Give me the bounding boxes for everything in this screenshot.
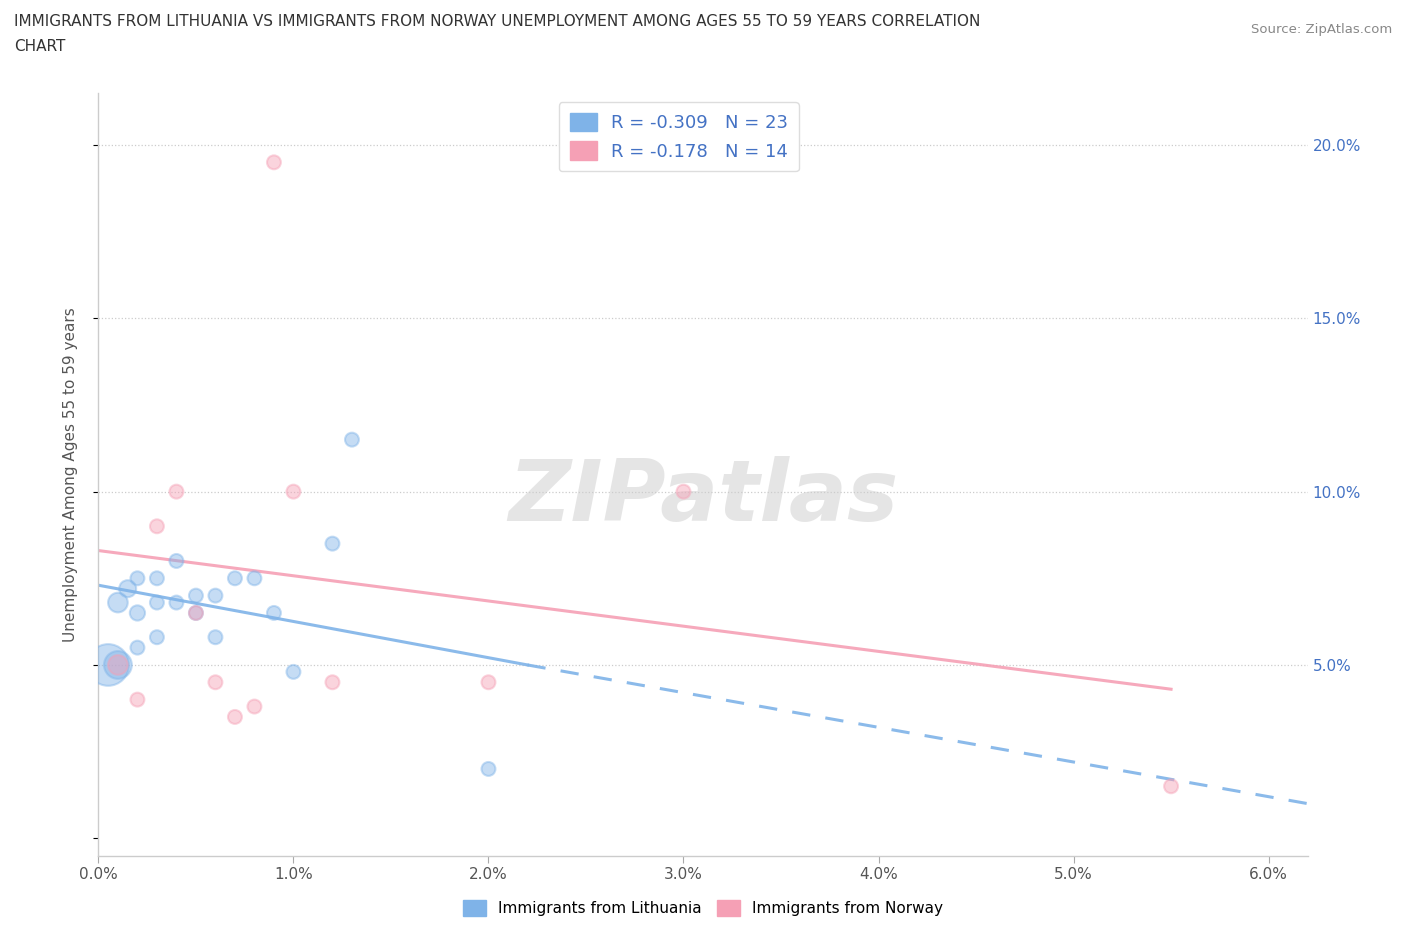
Point: [477, 675, 499, 690]
Point: [243, 699, 266, 714]
Point: [340, 432, 363, 447]
Point: [127, 692, 149, 707]
Point: [184, 588, 207, 603]
Point: [672, 485, 695, 499]
Point: [146, 571, 169, 586]
Text: Source: ZipAtlas.com: Source: ZipAtlas.com: [1251, 23, 1392, 36]
Point: [283, 485, 305, 499]
Text: IMMIGRANTS FROM LITHUANIA VS IMMIGRANTS FROM NORWAY UNEMPLOYMENT AMONG AGES 55 T: IMMIGRANTS FROM LITHUANIA VS IMMIGRANTS …: [14, 14, 980, 29]
Y-axis label: Unemployment Among Ages 55 to 59 years: Unemployment Among Ages 55 to 59 years: [63, 307, 77, 642]
Point: [127, 640, 149, 655]
Point: [146, 630, 169, 644]
Point: [204, 675, 226, 690]
Point: [127, 571, 149, 586]
Point: [224, 571, 246, 586]
Point: [184, 605, 207, 620]
Point: [263, 155, 285, 170]
Point: [321, 537, 343, 551]
Point: [146, 519, 169, 534]
Text: ZIPatlas: ZIPatlas: [508, 456, 898, 538]
Point: [283, 664, 305, 679]
Point: [146, 595, 169, 610]
Point: [127, 605, 149, 620]
Legend: R = -0.309   N = 23, R = -0.178   N = 14: R = -0.309 N = 23, R = -0.178 N = 14: [558, 102, 799, 171]
Point: [107, 658, 129, 672]
Point: [204, 630, 226, 644]
Point: [1160, 778, 1182, 793]
Point: [243, 571, 266, 586]
Legend: Immigrants from Lithuania, Immigrants from Norway: Immigrants from Lithuania, Immigrants fr…: [457, 894, 949, 923]
Point: [321, 675, 343, 690]
Point: [107, 595, 129, 610]
Point: [97, 658, 120, 672]
Point: [184, 605, 207, 620]
Text: CHART: CHART: [14, 39, 66, 54]
Point: [263, 605, 285, 620]
Point: [204, 588, 226, 603]
Point: [224, 710, 246, 724]
Point: [107, 658, 129, 672]
Point: [477, 762, 499, 777]
Point: [165, 553, 187, 568]
Point: [165, 485, 187, 499]
Point: [117, 581, 139, 596]
Point: [165, 595, 187, 610]
